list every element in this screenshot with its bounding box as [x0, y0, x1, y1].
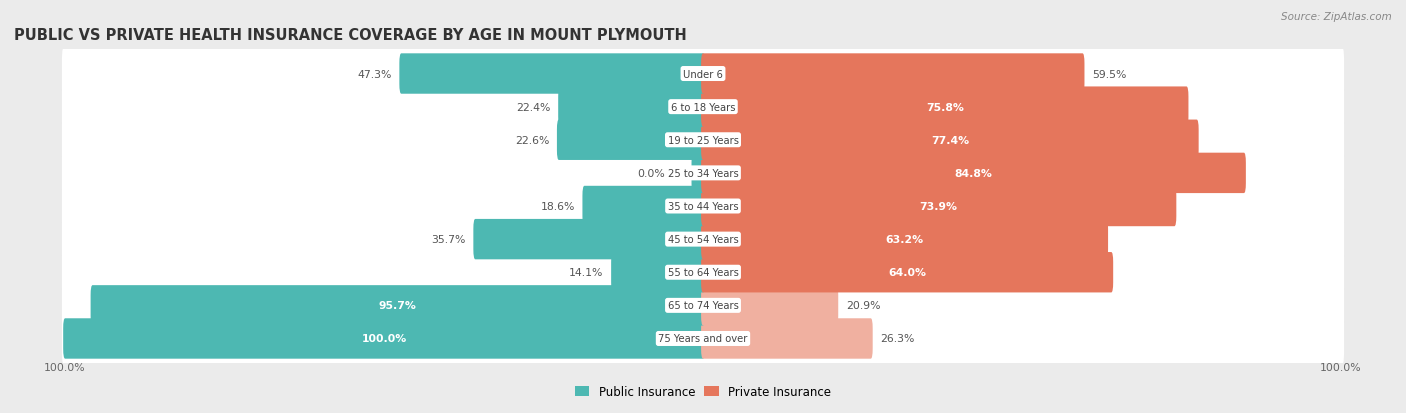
Text: 35.7%: 35.7% — [432, 235, 465, 244]
FancyBboxPatch shape — [692, 153, 704, 194]
Text: 19 to 25 Years: 19 to 25 Years — [668, 135, 738, 145]
FancyBboxPatch shape — [62, 145, 1344, 202]
Text: 25 to 34 Years: 25 to 34 Years — [668, 169, 738, 178]
FancyBboxPatch shape — [702, 285, 838, 326]
FancyBboxPatch shape — [62, 112, 1344, 169]
FancyBboxPatch shape — [62, 45, 1344, 103]
Text: 20.9%: 20.9% — [846, 301, 880, 311]
Text: 26.3%: 26.3% — [880, 334, 915, 344]
FancyBboxPatch shape — [399, 54, 704, 95]
Text: 59.5%: 59.5% — [1092, 69, 1126, 79]
Text: 100.0%: 100.0% — [1320, 363, 1362, 373]
FancyBboxPatch shape — [474, 219, 704, 260]
FancyBboxPatch shape — [702, 252, 1114, 293]
FancyBboxPatch shape — [702, 54, 1084, 95]
Legend: Public Insurance, Private Insurance: Public Insurance, Private Insurance — [575, 385, 831, 399]
Text: Under 6: Under 6 — [683, 69, 723, 79]
FancyBboxPatch shape — [557, 120, 704, 161]
Text: 22.6%: 22.6% — [515, 135, 550, 145]
FancyBboxPatch shape — [702, 153, 1246, 194]
FancyBboxPatch shape — [63, 318, 704, 359]
Text: 22.4%: 22.4% — [516, 102, 551, 112]
Text: 55 to 64 Years: 55 to 64 Years — [668, 268, 738, 278]
FancyBboxPatch shape — [702, 120, 1199, 161]
FancyBboxPatch shape — [558, 87, 704, 128]
FancyBboxPatch shape — [702, 219, 1108, 260]
Text: 95.7%: 95.7% — [378, 301, 416, 311]
Text: 100.0%: 100.0% — [44, 363, 86, 373]
Text: 65 to 74 Years: 65 to 74 Years — [668, 301, 738, 311]
Text: 63.2%: 63.2% — [886, 235, 924, 244]
FancyBboxPatch shape — [702, 87, 1188, 128]
Text: 64.0%: 64.0% — [889, 268, 927, 278]
Text: 0.0%: 0.0% — [637, 169, 665, 178]
FancyBboxPatch shape — [90, 285, 704, 326]
FancyBboxPatch shape — [62, 310, 1344, 368]
Text: 18.6%: 18.6% — [540, 202, 575, 211]
Text: 84.8%: 84.8% — [955, 169, 993, 178]
Text: 75.8%: 75.8% — [925, 102, 963, 112]
FancyBboxPatch shape — [582, 186, 704, 227]
FancyBboxPatch shape — [62, 244, 1344, 301]
Text: 14.1%: 14.1% — [569, 268, 603, 278]
Text: PUBLIC VS PRIVATE HEALTH INSURANCE COVERAGE BY AGE IN MOUNT PLYMOUTH: PUBLIC VS PRIVATE HEALTH INSURANCE COVER… — [14, 28, 686, 43]
FancyBboxPatch shape — [702, 186, 1177, 227]
Text: 6 to 18 Years: 6 to 18 Years — [671, 102, 735, 112]
Text: 45 to 54 Years: 45 to 54 Years — [668, 235, 738, 244]
FancyBboxPatch shape — [62, 277, 1344, 335]
Text: 100.0%: 100.0% — [361, 334, 406, 344]
Text: 47.3%: 47.3% — [357, 69, 392, 79]
Text: 75 Years and over: 75 Years and over — [658, 334, 748, 344]
Text: 77.4%: 77.4% — [931, 135, 969, 145]
FancyBboxPatch shape — [702, 318, 873, 359]
FancyBboxPatch shape — [612, 252, 704, 293]
FancyBboxPatch shape — [62, 78, 1344, 136]
Text: Source: ZipAtlas.com: Source: ZipAtlas.com — [1281, 12, 1392, 22]
Text: 35 to 44 Years: 35 to 44 Years — [668, 202, 738, 211]
FancyBboxPatch shape — [62, 211, 1344, 268]
Text: 73.9%: 73.9% — [920, 202, 957, 211]
FancyBboxPatch shape — [62, 178, 1344, 235]
